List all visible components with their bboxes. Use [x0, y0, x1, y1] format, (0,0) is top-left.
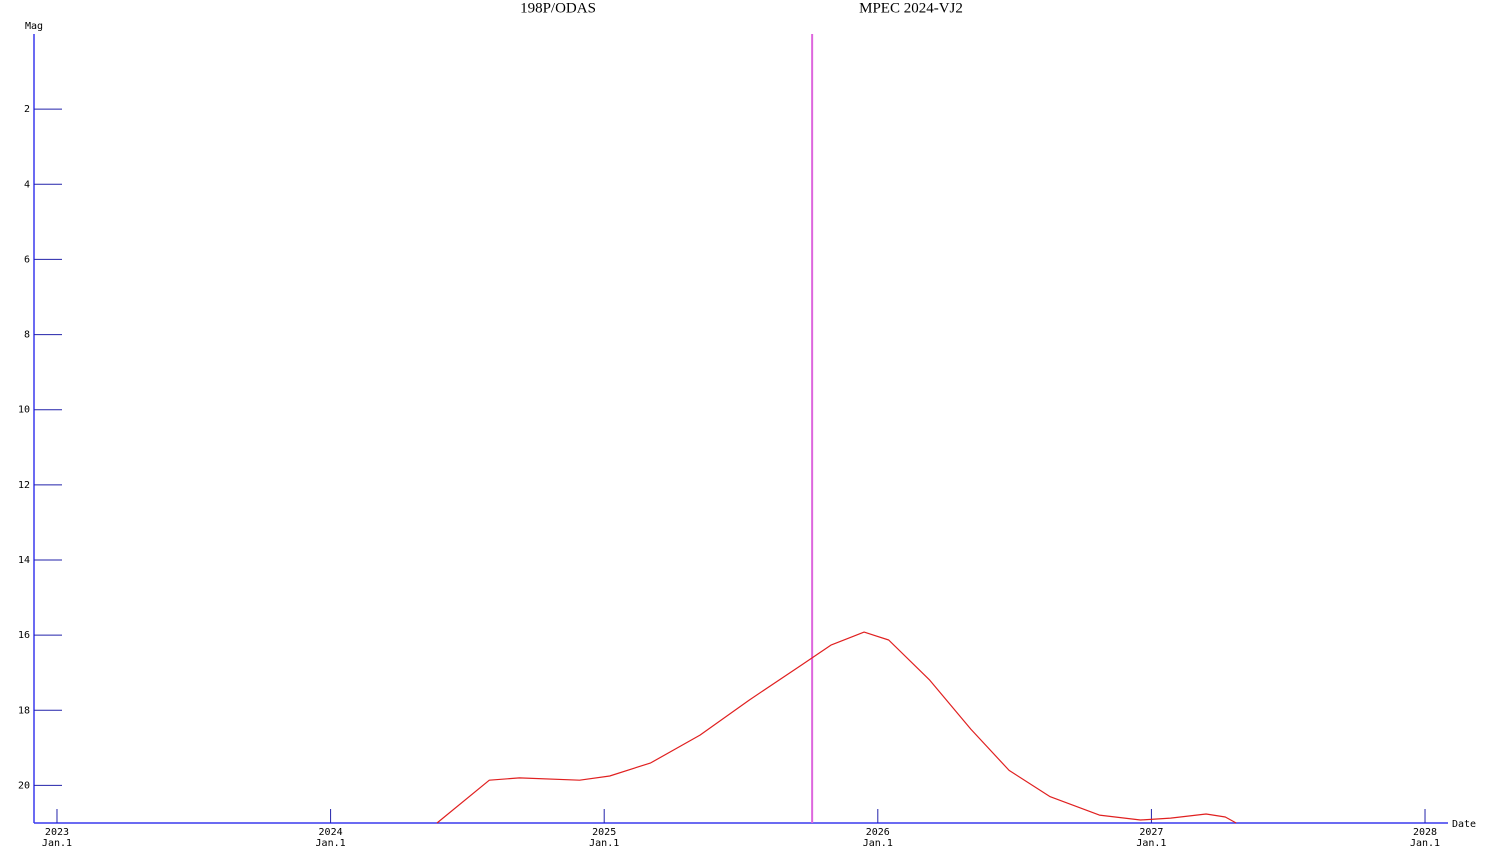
x-tick-label: 2025	[592, 827, 616, 838]
x-axis-label: Date	[1452, 819, 1476, 830]
chart-title: 198P/ODAS	[520, 0, 596, 16]
y-tick-label: 14	[18, 555, 30, 566]
y-tick-label: 8	[24, 330, 30, 341]
y-tick-label: 16	[18, 630, 30, 641]
chart-subtitle: MPEC 2024-VJ2	[859, 0, 963, 16]
x-tick-sublabel: Jan.1	[316, 838, 346, 849]
x-tick-sublabel: Jan.1	[1410, 838, 1440, 849]
x-tick-label: 2024	[319, 827, 343, 838]
x-tick-sublabel: Jan.1	[589, 838, 619, 849]
x-tick-label: 2027	[1139, 827, 1163, 838]
y-tick-label: 18	[18, 705, 30, 716]
x-tick-label: 2023	[45, 827, 69, 838]
x-tick-label: 2028	[1413, 827, 1437, 838]
x-tick-label: 2026	[866, 827, 890, 838]
y-tick-label: 10	[18, 405, 30, 416]
y-tick-label: 4	[24, 179, 30, 190]
y-tick-label: 6	[24, 254, 30, 265]
x-tick-sublabel: Jan.1	[863, 838, 893, 849]
y-tick-label: 2	[24, 104, 30, 115]
magnitude-curve	[436, 631, 1237, 824]
y-axis-label: Mag	[25, 21, 43, 32]
y-tick-label: 20	[18, 780, 30, 791]
x-tick-sublabel: Jan.1	[1136, 838, 1166, 849]
x-tick-sublabel: Jan.1	[42, 838, 72, 849]
y-tick-label: 12	[18, 480, 30, 491]
